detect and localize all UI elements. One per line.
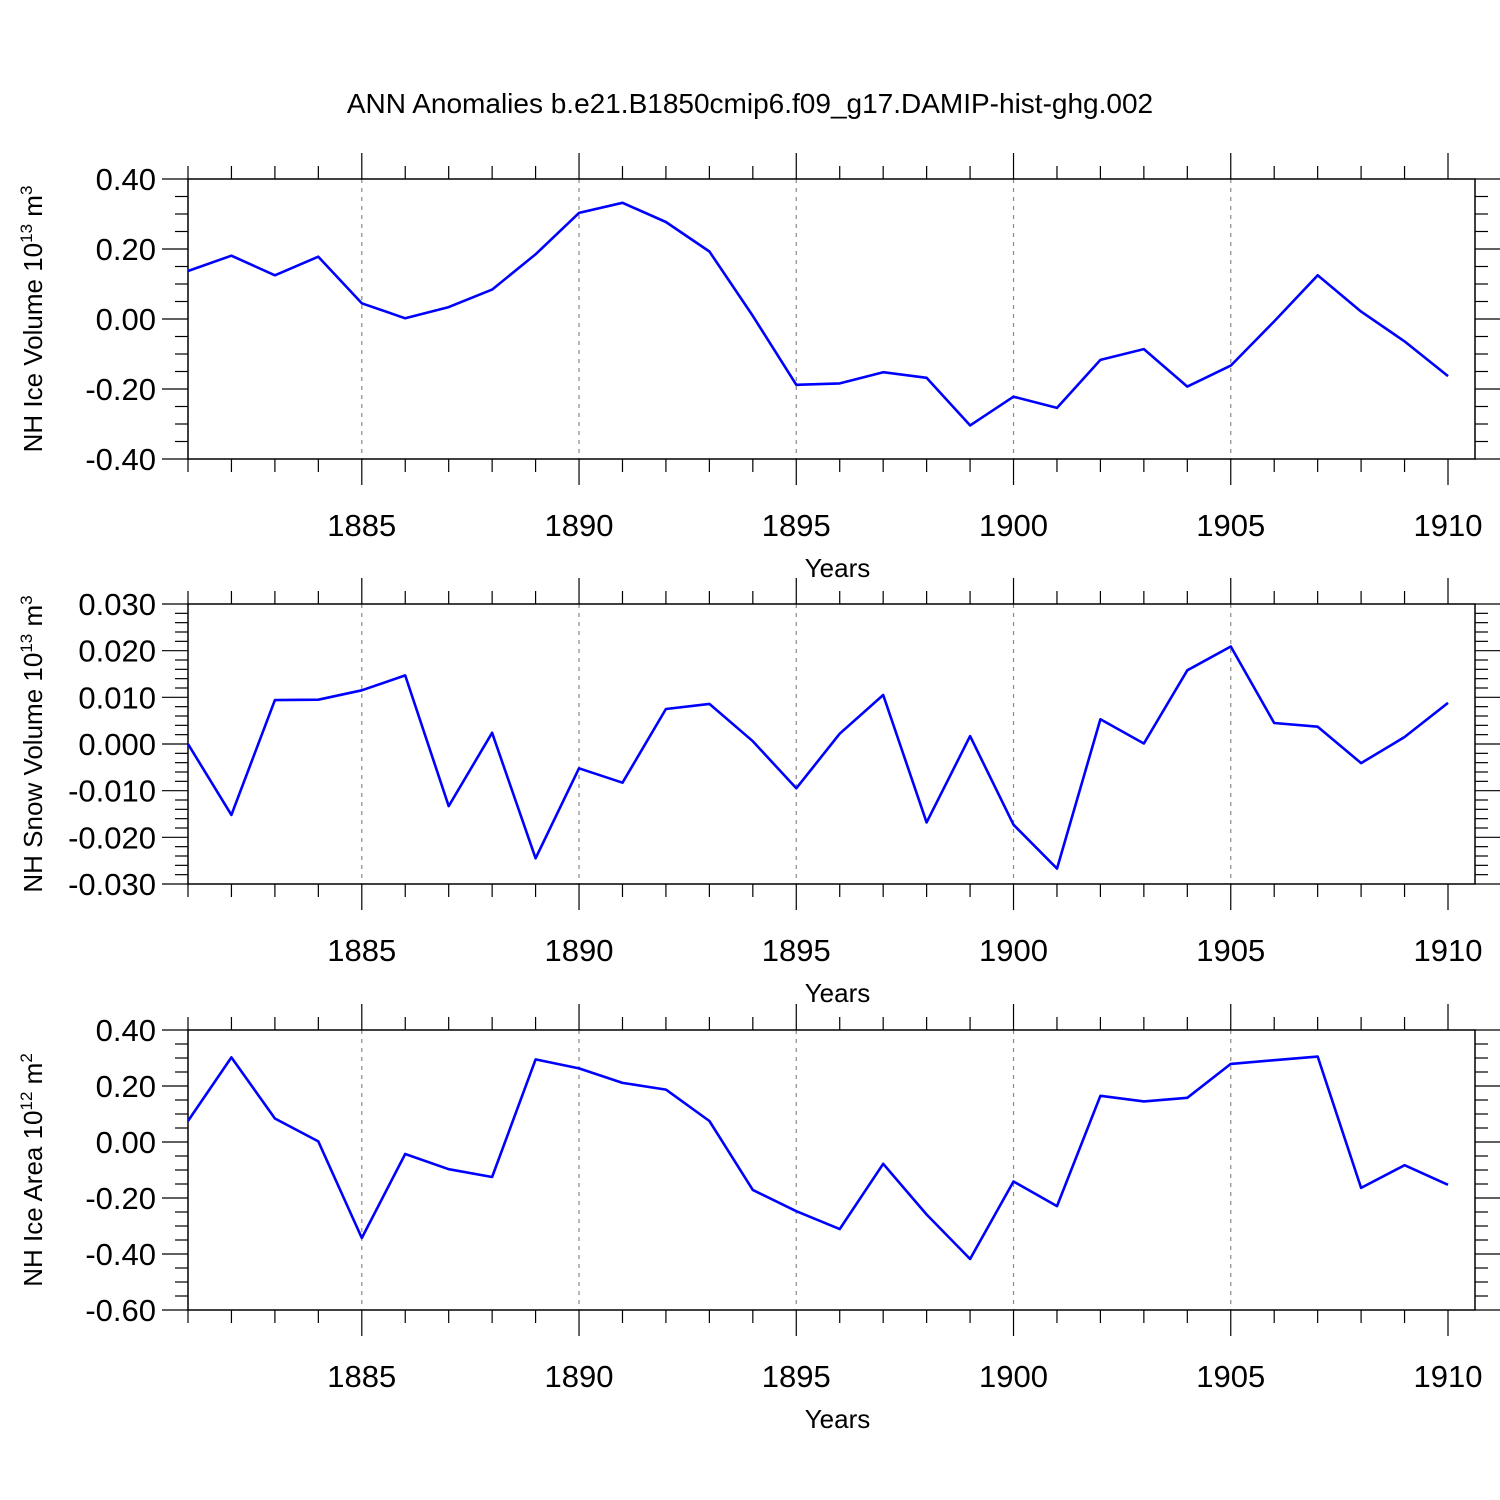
x-axis-label: Years: [805, 1404, 871, 1434]
x-tick-label: 1890: [545, 933, 614, 968]
y-tick-label: 0.20: [96, 232, 156, 267]
x-tick-label: 1895: [762, 933, 831, 968]
y-tick-label: 0.030: [78, 587, 156, 622]
panel-snow-volume: -0.030 -0.020 -0.010 0.000 0.010 0.020 0.030 18…: [17, 578, 1500, 1008]
y-tick-label: 0.000: [78, 727, 156, 762]
x-tick-label: 1890: [545, 508, 614, 543]
series-line: [187, 201, 1449, 427]
y-tick-label: 0.00: [96, 302, 156, 337]
x-tick-label: 1905: [1196, 1359, 1265, 1394]
x-axis-label: Years: [805, 553, 871, 583]
y-tick-label: 0.00: [96, 1125, 156, 1160]
x-tick-label: 1910: [1414, 1359, 1483, 1394]
y-tick-label: -0.030: [68, 867, 156, 902]
x-tick-label: 1900: [979, 508, 1048, 543]
y-tick-label: -0.60: [85, 1293, 156, 1328]
x-tick-label: 1885: [327, 508, 396, 543]
panel-ice-volume: -0.40 -0.20 0.00 0.20 0.40 1885 1890 1895 1900 19…: [17, 153, 1500, 583]
y-tick-label: 0.40: [96, 1013, 156, 1048]
x-tick-label: 1895: [762, 508, 831, 543]
x-axis-label: Years: [805, 978, 871, 1008]
y-tick-label: 0.020: [78, 634, 156, 669]
y-tick-label: 0.010: [78, 680, 156, 715]
y-axis-label: NH Ice Area 1012 m2: [17, 1053, 48, 1287]
series-line: [186, 645, 1449, 870]
series-line: [186, 1055, 1449, 1261]
x-tick-label: 1910: [1414, 508, 1483, 543]
y-tick-label: 0.20: [96, 1069, 156, 1104]
y-tick-label: -0.010: [68, 774, 156, 809]
plot-frame: [187, 178, 1476, 460]
y-axis-label: NH Ice Volume 1013 m3: [17, 186, 48, 453]
y-tick-label: 0.40: [96, 162, 156, 197]
x-tick-label: 1905: [1196, 933, 1265, 968]
y-tick-label: -0.20: [85, 1181, 156, 1216]
x-tick-label: 1895: [762, 1359, 831, 1394]
y-tick-label: -0.40: [85, 1237, 156, 1272]
x-tick-label: 1885: [327, 933, 396, 968]
x-tick-label: 1885: [327, 1359, 396, 1394]
y-tick-label: -0.40: [85, 442, 156, 477]
plot-frame: [187, 1029, 1476, 1311]
panel-ice-area: -0.60 -0.40 -0.20 0.00 0.20 0.40 1885 1890 1895 1…: [17, 1004, 1500, 1434]
x-tick-label: 1910: [1414, 933, 1483, 968]
x-tick-label: 1900: [979, 933, 1048, 968]
y-axis-label: NH Snow Volume 1013 m3: [17, 595, 48, 892]
x-tick-label: 1890: [545, 1359, 614, 1394]
x-tick-label: 1900: [979, 1359, 1048, 1394]
page-title: ANN Anomalies b.e21.B1850cmip6.f09_g17.D…: [346, 88, 1154, 119]
y-tick-label: -0.20: [85, 372, 156, 407]
x-tick-label: 1905: [1196, 508, 1265, 543]
y-tick-label: -0.020: [68, 820, 156, 855]
